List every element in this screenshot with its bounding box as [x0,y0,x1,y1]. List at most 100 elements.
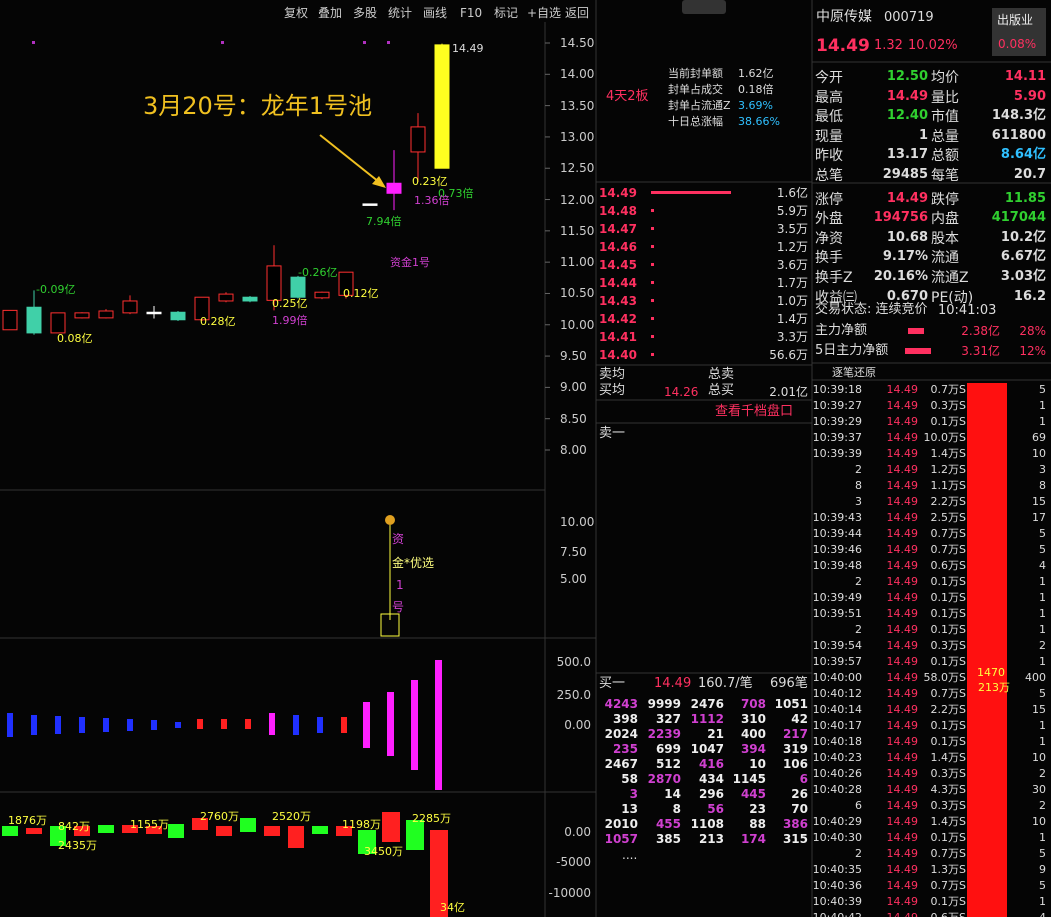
tick-price: 14.49 [886,671,919,684]
tick-time: 10:39:49 [812,591,862,604]
y-tick-label: 13.00 [560,129,595,144]
flow-value: 2.38亿 [961,324,1000,338]
tick-count: 5 [1039,879,1046,892]
ask-price: 14.48 [599,204,637,218]
toolbar-button[interactable]: 统计 [388,6,413,20]
toolbar-button[interactable]: 标记 [494,6,519,20]
ask-bar [651,353,654,356]
tick-price: 14.49 [887,911,919,917]
volume-bars [2,812,448,917]
queue-cell: 13 [621,802,638,816]
candle-body [290,276,306,298]
volume-label: 1198万 [342,818,381,831]
bid1-field: 696笔 [770,676,808,691]
chart-label: 14.49 [452,42,484,55]
stat-label: 换手Z [815,270,853,286]
bid1-field: 买一 [599,676,626,691]
chart-label: -0.09亿 [36,283,76,296]
tick-time: 10:40:29 [812,815,862,828]
tick-volume: 0.3万S [930,639,966,652]
tick-time: 10:40:17 [812,719,862,732]
tick-price: 14.49 [886,751,919,764]
macd-tick-label: 250.0 [556,688,591,702]
stat-value: 5.90 [1013,88,1046,104]
tick-price: 14.49 [886,559,919,572]
annotation-arrow [319,134,385,187]
queue-cell: 400 [740,727,766,741]
collapse-tab[interactable] [682,0,726,14]
depth-link[interactable]: 查看千档盘口 [715,404,794,419]
toolbar-button[interactable]: 返回 [565,6,590,20]
tick-volume: 0.1万S [930,655,966,668]
signal-box [380,613,400,637]
status-time: 10:41:03 [938,303,997,318]
candle-body [146,311,162,315]
stat-label: 换手 [815,250,843,267]
queue-cell: 88 [749,817,766,831]
ask-volume: 3.5万 [776,222,808,236]
queue-cell: 398 [612,712,638,726]
tick-price: 14.49 [886,767,919,780]
tick-time: 2 [855,847,862,860]
queue-cell: 6 [799,772,808,786]
tick-volume: 58.0万S [923,671,966,684]
stat-value: 9.17% [882,249,928,265]
tick-volume: 0.1万S [930,575,966,588]
tick-volume: 1.4万S [930,751,966,764]
tick-price: 14.49 [886,447,919,460]
signal-dots [32,41,390,44]
tick-price: 14.49 [886,495,919,508]
candle-body [434,44,450,169]
stat-label: 每笔 [931,168,959,184]
sector-box[interactable] [992,8,1046,56]
total-sell: 总卖 [708,367,735,382]
sector[interactable]: 出版业 [997,13,1034,27]
toolbar-button[interactable]: F10 [460,6,483,20]
tick-time: 2 [855,623,862,636]
tick-volume: 1.2万S [930,463,966,476]
sell-avg: 卖均 [599,367,626,382]
tick-count: 1 [1039,607,1046,620]
queue-cell: 26 [791,787,808,801]
tick-price: 14.49 [886,879,919,892]
y-tick-label: 9.50 [560,349,587,364]
tick-time: 10:40:30 [812,831,862,844]
tick-time: 10:40:26 [812,767,862,780]
queue-cell: 296 [698,787,724,801]
chart-label: 资金1号 [390,256,430,269]
tick-price: 14.49 [886,479,919,492]
tick-time: 10:39:51 [812,607,862,620]
toolbar-button[interactable]: 叠加 [318,6,343,20]
tick-time: 10:40:12 [812,687,862,700]
tick-count: 2 [1039,639,1046,652]
stat-label: 市值 [931,109,959,126]
queue-cell: 1112 [690,712,724,726]
queue-cell: 445 [740,787,766,801]
y-tick-label: 14.50 [560,36,595,50]
y-tick-label: 11.50 [560,223,595,238]
toolbar-button[interactable]: 多股 [353,6,378,20]
tick-count: 4 [1039,911,1046,917]
queue-cell: 1047 [690,742,724,756]
toolbar-button[interactable]: +自选 [527,6,562,20]
ask-price: 14.46 [599,240,637,254]
tick-count: 8 [1039,479,1046,492]
signal-label: 资 [392,532,405,546]
ask-volume: 3.6万 [776,258,808,272]
toolbar-button[interactable]: 复权 [284,6,309,20]
toolbar-button[interactable]: 画线 [423,6,448,20]
chart-label: 1.36倍 [414,194,450,207]
flow-bar [905,348,931,354]
seal-value: 3.69% [738,99,773,112]
tick-price: 14.49 [886,575,919,588]
tick-time: 10:40:39 [812,895,862,908]
stat-label: 最高 [815,89,843,106]
ask-volume: 1.0万 [776,294,808,308]
seal-label: 封单占流通Z [668,99,731,112]
seal-value: 38.66% [738,115,780,128]
tick-price: 14.49 [886,415,919,428]
queue-cell: 2476 [690,697,724,711]
signal-label: 金*优选 [392,556,435,570]
stat-value: 20.7 [1013,167,1046,182]
